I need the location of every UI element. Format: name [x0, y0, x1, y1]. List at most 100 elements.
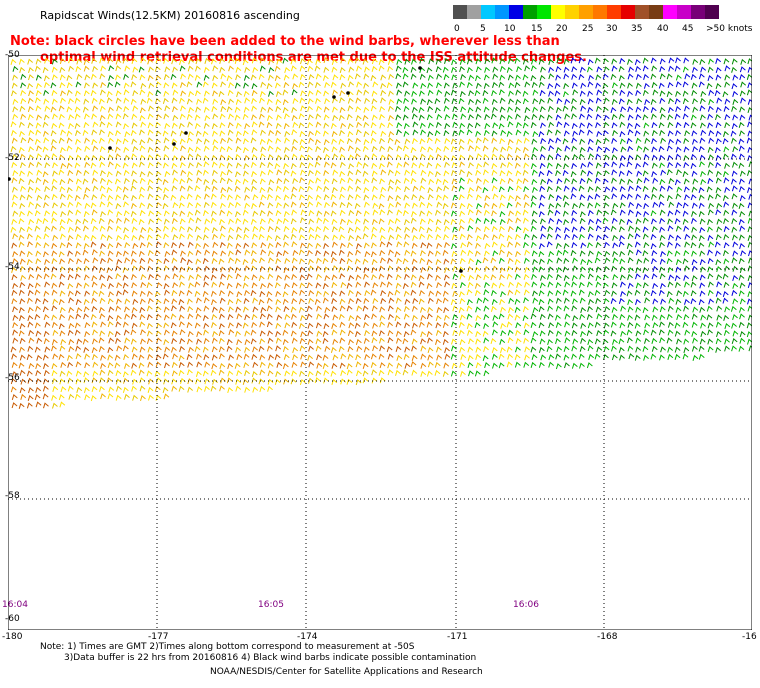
- wind-barb: [372, 81, 379, 88]
- wind-barb: [107, 250, 114, 257]
- wind-barb: [563, 121, 570, 128]
- wind-barb: [67, 169, 74, 176]
- wind-barb: [82, 249, 89, 256]
- wind-barb: [340, 82, 347, 89]
- wind-barb: [394, 289, 401, 296]
- wind-barb: [372, 345, 378, 352]
- wind-barb: [698, 194, 705, 201]
- wind-barb: [275, 345, 282, 352]
- wind-barb: [707, 169, 714, 176]
- wind-barb: [35, 330, 42, 337]
- wind-barb: [739, 337, 746, 344]
- wind-barb: [171, 305, 177, 312]
- wind-barb: [451, 98, 458, 105]
- wind-barb: [683, 146, 690, 153]
- wind-barb: [412, 137, 418, 144]
- wind-barb: [642, 185, 649, 192]
- wind-barb: [507, 225, 514, 232]
- longitude-label: -16: [742, 632, 757, 642]
- wind-barb: [156, 282, 163, 289]
- wind-barb: [211, 185, 218, 192]
- wind-barb: [475, 106, 482, 113]
- wind-barb: [34, 97, 41, 104]
- wind-barb: [651, 218, 657, 225]
- wind-barb: [332, 153, 339, 160]
- wind-barb: [635, 89, 642, 96]
- wind-barb: [267, 330, 274, 337]
- wind-barb: [155, 138, 161, 145]
- wind-barb: [658, 289, 665, 296]
- wind-barb: [131, 346, 138, 353]
- wind-barb: [59, 74, 66, 81]
- wind-barb: [642, 105, 649, 112]
- wind-barb: [555, 162, 562, 169]
- wind-barb: [140, 57, 147, 64]
- wind-barb: [659, 129, 666, 136]
- wind-barb: [450, 138, 457, 145]
- wind-barb: [492, 81, 498, 88]
- wind-barb: [546, 233, 553, 240]
- wind-barb: [74, 122, 81, 129]
- wind-barb: [603, 202, 610, 209]
- wind-barb: [748, 257, 752, 264]
- wind-barb: [644, 297, 651, 304]
- wind-barb: [538, 266, 545, 273]
- wind-barb: [291, 209, 298, 216]
- wind-barb: [634, 226, 641, 233]
- wind-barb: [386, 82, 393, 89]
- contamination-dot: [172, 142, 176, 146]
- wind-barb: [419, 73, 426, 80]
- wind-barb: [508, 82, 515, 89]
- wind-barb: [395, 73, 402, 80]
- wind-barb: [18, 402, 25, 409]
- wind-barb: [19, 346, 25, 353]
- wind-barb: [299, 322, 305, 329]
- scale-swatch: [677, 5, 691, 19]
- wind-barb: [115, 370, 122, 377]
- wind-barb: [443, 185, 450, 192]
- wind-barb: [355, 338, 362, 345]
- wind-barb: [316, 330, 323, 337]
- wind-barb: [723, 242, 730, 249]
- wind-barb: [259, 113, 265, 120]
- wind-barb: [28, 154, 35, 161]
- wind-barb: [556, 346, 563, 353]
- wind-barb: [691, 217, 697, 224]
- wind-barb: [747, 146, 752, 153]
- wind-barb: [252, 297, 259, 304]
- wind-barb: [20, 378, 27, 385]
- wind-barb: [307, 169, 314, 176]
- wind-barb: [667, 121, 674, 128]
- wind-barb: [499, 338, 506, 345]
- wind-barb: [227, 313, 234, 320]
- wind-barb: [58, 154, 65, 161]
- wind-barb: [626, 329, 633, 336]
- wind-barb: [275, 290, 282, 297]
- wind-barb: [187, 306, 194, 313]
- wind-barb: [532, 106, 539, 113]
- wind-barb: [275, 82, 281, 89]
- wind-barb: [124, 65, 131, 72]
- wind-barb: [331, 186, 338, 193]
- wind-barb: [226, 146, 233, 153]
- wind-barb: [19, 130, 25, 137]
- wind-barb: [435, 162, 442, 169]
- wind-barb: [451, 162, 458, 169]
- wind-barb: [44, 321, 51, 328]
- wind-barb: [66, 74, 73, 81]
- wind-barb: [243, 74, 250, 81]
- wind-barb: [308, 137, 315, 144]
- wind-barb: [83, 98, 90, 105]
- wind-barb: [683, 225, 690, 232]
- wind-barb: [347, 346, 354, 353]
- wind-barb: [19, 226, 25, 233]
- wind-barb: [186, 137, 193, 144]
- wind-barb: [594, 177, 601, 184]
- wind-barb: [515, 185, 522, 192]
- wind-barb: [731, 83, 738, 90]
- graticule: [8, 55, 752, 630]
- wind-barb: [347, 194, 354, 201]
- wind-barb: [163, 322, 170, 329]
- wind-barb: [130, 98, 137, 105]
- wind-barb: [715, 74, 722, 81]
